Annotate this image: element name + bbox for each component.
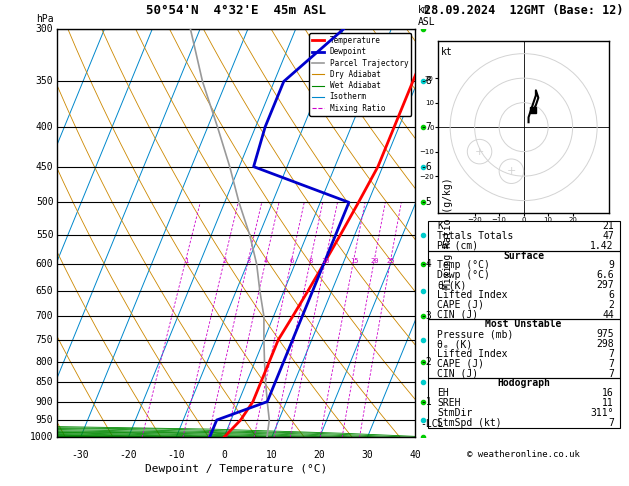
Text: -7: -7 <box>420 122 432 132</box>
Text: +: + <box>475 147 484 156</box>
Text: 50°54'N  4°32'E  45m ASL: 50°54'N 4°32'E 45m ASL <box>146 4 326 17</box>
Text: 400: 400 <box>36 122 53 132</box>
Text: 7: 7 <box>608 418 614 428</box>
Text: 3: 3 <box>247 259 251 264</box>
Text: Surface: Surface <box>503 251 544 260</box>
Text: 298: 298 <box>596 339 614 349</box>
Text: -1: -1 <box>420 397 432 407</box>
Text: 30: 30 <box>362 450 373 460</box>
Text: -8: -8 <box>420 76 432 87</box>
Text: 25: 25 <box>387 259 395 264</box>
Text: 7: 7 <box>608 349 614 359</box>
Text: -3: -3 <box>420 312 432 321</box>
Text: 1.42: 1.42 <box>590 241 614 251</box>
Text: -10: -10 <box>167 450 185 460</box>
Text: CAPE (J): CAPE (J) <box>437 359 484 369</box>
Text: Lifted Index: Lifted Index <box>437 349 508 359</box>
Text: -LCL: -LCL <box>420 419 443 429</box>
Text: kt: kt <box>442 47 453 56</box>
Text: StmSpd (kt): StmSpd (kt) <box>437 418 502 428</box>
Bar <box>428 251 620 319</box>
Text: km
ASL: km ASL <box>418 5 436 27</box>
Text: 850: 850 <box>36 377 53 387</box>
Text: 0: 0 <box>221 450 227 460</box>
Text: 600: 600 <box>36 259 53 269</box>
Text: 297: 297 <box>596 280 614 290</box>
Text: Hodograph: Hodograph <box>497 379 550 388</box>
Text: © weatheronline.co.uk: © weatheronline.co.uk <box>467 450 580 459</box>
Text: 44: 44 <box>602 310 614 320</box>
Text: 1: 1 <box>184 259 188 264</box>
Text: 10: 10 <box>266 450 277 460</box>
Text: Totals Totals: Totals Totals <box>437 231 514 241</box>
Text: Dewp (°C): Dewp (°C) <box>437 270 490 280</box>
Text: 800: 800 <box>36 357 53 367</box>
Text: 700: 700 <box>36 312 53 321</box>
Text: 900: 900 <box>36 397 53 407</box>
Text: 40: 40 <box>409 450 421 460</box>
Text: PW (cm): PW (cm) <box>437 241 479 251</box>
Text: hPa: hPa <box>36 14 53 24</box>
Text: 15: 15 <box>350 259 359 264</box>
Text: -5: -5 <box>420 197 432 208</box>
Text: 7: 7 <box>608 359 614 369</box>
Text: 350: 350 <box>36 76 53 87</box>
Text: 4: 4 <box>264 259 269 264</box>
Text: 6: 6 <box>290 259 294 264</box>
Text: Dewpoint / Temperature (°C): Dewpoint / Temperature (°C) <box>145 464 327 474</box>
Text: 47: 47 <box>602 231 614 241</box>
Text: 20: 20 <box>370 259 379 264</box>
Text: 650: 650 <box>36 286 53 296</box>
Text: 16: 16 <box>602 388 614 398</box>
Text: 6: 6 <box>608 290 614 300</box>
Text: 500: 500 <box>36 197 53 208</box>
Text: -6: -6 <box>420 162 432 172</box>
Legend: Temperature, Dewpoint, Parcel Trajectory, Dry Adiabat, Wet Adiabat, Isotherm, Mi: Temperature, Dewpoint, Parcel Trajectory… <box>309 33 411 116</box>
Text: CIN (J): CIN (J) <box>437 368 479 379</box>
Text: SREH: SREH <box>437 398 461 408</box>
Bar <box>428 379 620 428</box>
Text: 950: 950 <box>36 415 53 425</box>
Text: 450: 450 <box>36 162 53 172</box>
Text: EH: EH <box>437 388 449 398</box>
Text: 10: 10 <box>321 259 330 264</box>
Text: 311°: 311° <box>590 408 614 418</box>
Text: Temp (°C): Temp (°C) <box>437 260 490 270</box>
Bar <box>428 221 620 251</box>
Text: K: K <box>437 221 443 231</box>
Text: -30: -30 <box>72 450 89 460</box>
Text: 28.09.2024  12GMT (Base: 12): 28.09.2024 12GMT (Base: 12) <box>424 4 623 17</box>
Text: 20: 20 <box>314 450 325 460</box>
Text: 1000: 1000 <box>30 433 53 442</box>
Bar <box>428 319 620 379</box>
Text: CAPE (J): CAPE (J) <box>437 300 484 310</box>
Text: Lifted Index: Lifted Index <box>437 290 508 300</box>
Text: Most Unstable: Most Unstable <box>486 319 562 330</box>
Text: 7: 7 <box>608 368 614 379</box>
Text: -20: -20 <box>120 450 137 460</box>
Text: StmDir: StmDir <box>437 408 472 418</box>
Text: 6.6: 6.6 <box>596 270 614 280</box>
Text: θₑ (K): θₑ (K) <box>437 339 472 349</box>
Text: 8: 8 <box>309 259 313 264</box>
Text: θₑ(K): θₑ(K) <box>437 280 467 290</box>
Text: 2: 2 <box>223 259 227 264</box>
Text: 11: 11 <box>602 398 614 408</box>
Text: CIN (J): CIN (J) <box>437 310 479 320</box>
Text: Mixing Ratio (g/kg): Mixing Ratio (g/kg) <box>443 177 454 289</box>
Text: 300: 300 <box>36 24 53 34</box>
Text: Pressure (mb): Pressure (mb) <box>437 329 514 339</box>
Text: 2: 2 <box>608 300 614 310</box>
Text: +: + <box>507 166 516 176</box>
Text: 9: 9 <box>608 260 614 270</box>
Text: 975: 975 <box>596 329 614 339</box>
Text: -2: -2 <box>420 357 432 367</box>
Text: -4: -4 <box>420 259 432 269</box>
Text: 750: 750 <box>36 335 53 345</box>
Text: 550: 550 <box>36 230 53 240</box>
Text: 21: 21 <box>602 221 614 231</box>
